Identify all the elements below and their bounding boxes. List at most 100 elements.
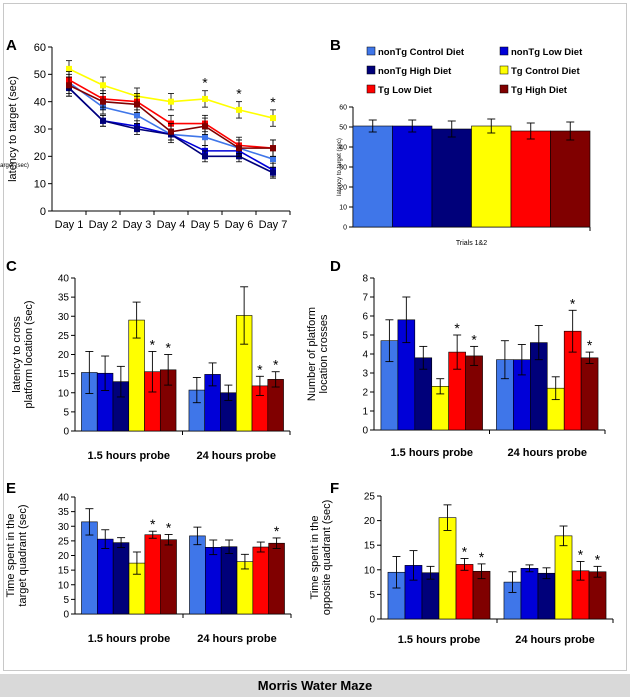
panel-e-bar [144, 534, 161, 615]
panel-e-y-tick-label: 35 [58, 507, 70, 518]
panel-f-x-tick-label: 24 hours probe [515, 634, 594, 646]
panel-a-data-point [168, 98, 174, 105]
panel-b-y-tick-label: 30 [339, 164, 347, 171]
panel-f-bar [554, 535, 573, 620]
panel-e-significance-star: * [274, 523, 280, 539]
panel-e-bar [236, 561, 254, 615]
legend-label: nonTg High Diet [378, 66, 452, 77]
panel-b-x-axis-label: Trials 1&2 [456, 240, 487, 247]
panel-a-data-point [134, 101, 140, 108]
panel-d-significance-star: * [454, 320, 460, 336]
panel-e-y-axis-label: Time spent in the [5, 514, 17, 598]
legend-swatch [366, 46, 376, 56]
panel-b-y-tick-label: 0 [343, 224, 347, 231]
panel-a-x-tick-label: Day 2 [89, 219, 118, 231]
panel-a-data-point [202, 95, 208, 102]
panel-e-significance-star: * [166, 519, 172, 535]
panel-b-bar [352, 125, 393, 228]
legend-label: Tg High Diet [511, 85, 568, 96]
legend-label: nonTg Control Diet [378, 47, 465, 58]
legend-swatch [499, 46, 509, 56]
figure-caption: Morris Water Maze [0, 674, 630, 697]
panel-a-data-point [66, 65, 72, 72]
panel-f-significance-star: * [578, 546, 584, 562]
panel-a-data-point [236, 145, 242, 152]
panel-b-bar [471, 125, 512, 228]
panel-c-significance-star: * [273, 357, 279, 373]
panel-d-y-tick-label: 6 [362, 312, 368, 323]
panel-e-bar [220, 546, 238, 615]
panel-f-x-tick-label: 1.5 hours probe [398, 634, 481, 646]
panel-a-data-point [202, 134, 208, 141]
panel-a-y-tick-label: 60 [34, 42, 46, 54]
panel-e-y-tick-label: 30 [58, 522, 70, 533]
panel-e-y-tick-label: 10 [58, 580, 70, 591]
legend-label: nonTg Low Diet [511, 47, 583, 58]
panel-f-significance-star: * [479, 549, 485, 565]
panel-b-y-axis-label: latency to target (sec) [0, 163, 29, 169]
panel-a-y-axis-label: latency to target (sec) [7, 76, 19, 182]
panel-a-data-point [100, 82, 106, 89]
panel-d-significance-star: * [587, 337, 593, 353]
panel-f-bar [438, 517, 457, 620]
panel-d-y-tick-label: 1 [362, 407, 368, 418]
panel-d-y-tick-label: 4 [362, 350, 368, 361]
panel-d-y-tick-label: 0 [362, 426, 368, 437]
panel-d-y-tick-label: 3 [362, 369, 368, 380]
panel-b-y-axis-label: latency to target (sec) [337, 138, 343, 196]
panel-f-y-tick-label: 25 [364, 492, 376, 503]
panel-c-significance-star: * [150, 336, 156, 352]
panel-c-y-tick-label: 35 [58, 293, 70, 304]
panel-e-bar [81, 521, 98, 615]
panel-a-data-point [168, 128, 174, 135]
panel-a-x-tick-label: Day 3 [123, 219, 152, 231]
panel-a-data-point [236, 106, 242, 113]
panel-c-label: C [6, 258, 17, 275]
panel-b-y-tick-label: 10 [339, 204, 347, 211]
panel-f-bar [537, 572, 556, 620]
panel-f-y-tick-label: 10 [364, 565, 376, 576]
panel-a-data-point [100, 117, 106, 124]
panel-c-x-tick-label: 24 hours probe [197, 450, 276, 462]
panel-c-y-tick-label: 10 [58, 388, 70, 399]
panel-a-y-tick-label: 10 [34, 179, 46, 191]
panel-e-y-tick-label: 20 [58, 551, 70, 562]
panel-d-y-axis-label: location crosses [318, 314, 330, 393]
panel-b-y-tick-label: 50 [339, 124, 347, 131]
panel-b-y-tick-label: 20 [339, 184, 347, 191]
panel-f-significance-star: * [462, 543, 468, 559]
panel-a-x-tick-label: Day 5 [191, 219, 220, 231]
panel-c-significance-star: * [165, 340, 171, 356]
panel-f-y-tick-label: 0 [369, 615, 375, 626]
panel-a-data-point [66, 82, 72, 89]
panel-b-y-tick-label: 40 [339, 144, 347, 151]
panel-d-y-tick-label: 2 [362, 388, 368, 399]
panel-a-data-point [270, 169, 276, 176]
panel-f-significance-star: * [595, 551, 601, 567]
panel-a-x-tick-label: Day 7 [259, 219, 288, 231]
legend-label: Tg Control Diet [511, 66, 580, 77]
panel-a-data-point [270, 156, 276, 163]
panel-e-bar [97, 538, 114, 615]
legend-swatch [499, 84, 509, 94]
panel-e-bar [189, 535, 206, 615]
panel-e-bar [205, 547, 222, 615]
panel-a-significance-star: * [202, 75, 208, 91]
panel-e-bar [160, 539, 177, 615]
panel-c-y-tick-label: 20 [58, 350, 70, 361]
panel-a-y-tick-label: 20 [34, 151, 46, 163]
panel-b-y-tick-label: 60 [339, 104, 347, 111]
panel-f-y-axis-label: opposite quadrant (sec) [321, 500, 333, 616]
panel-f-y-tick-label: 20 [364, 516, 376, 527]
panel-c-y-axis-label: platform location (sec) [23, 300, 35, 408]
panel-b-bar [431, 128, 472, 228]
panel-a-data-point [134, 126, 140, 132]
panel-f-bar [588, 571, 607, 620]
panel-b-bar [392, 125, 433, 228]
panel-a-data-point [270, 115, 276, 122]
panel-d-y-tick-label: 8 [362, 274, 368, 285]
panel-b-label: B [330, 37, 341, 54]
panel-a-x-tick-label: Day 1 [55, 219, 84, 231]
legend-swatch [366, 65, 376, 75]
panel-e-label: E [6, 480, 16, 497]
